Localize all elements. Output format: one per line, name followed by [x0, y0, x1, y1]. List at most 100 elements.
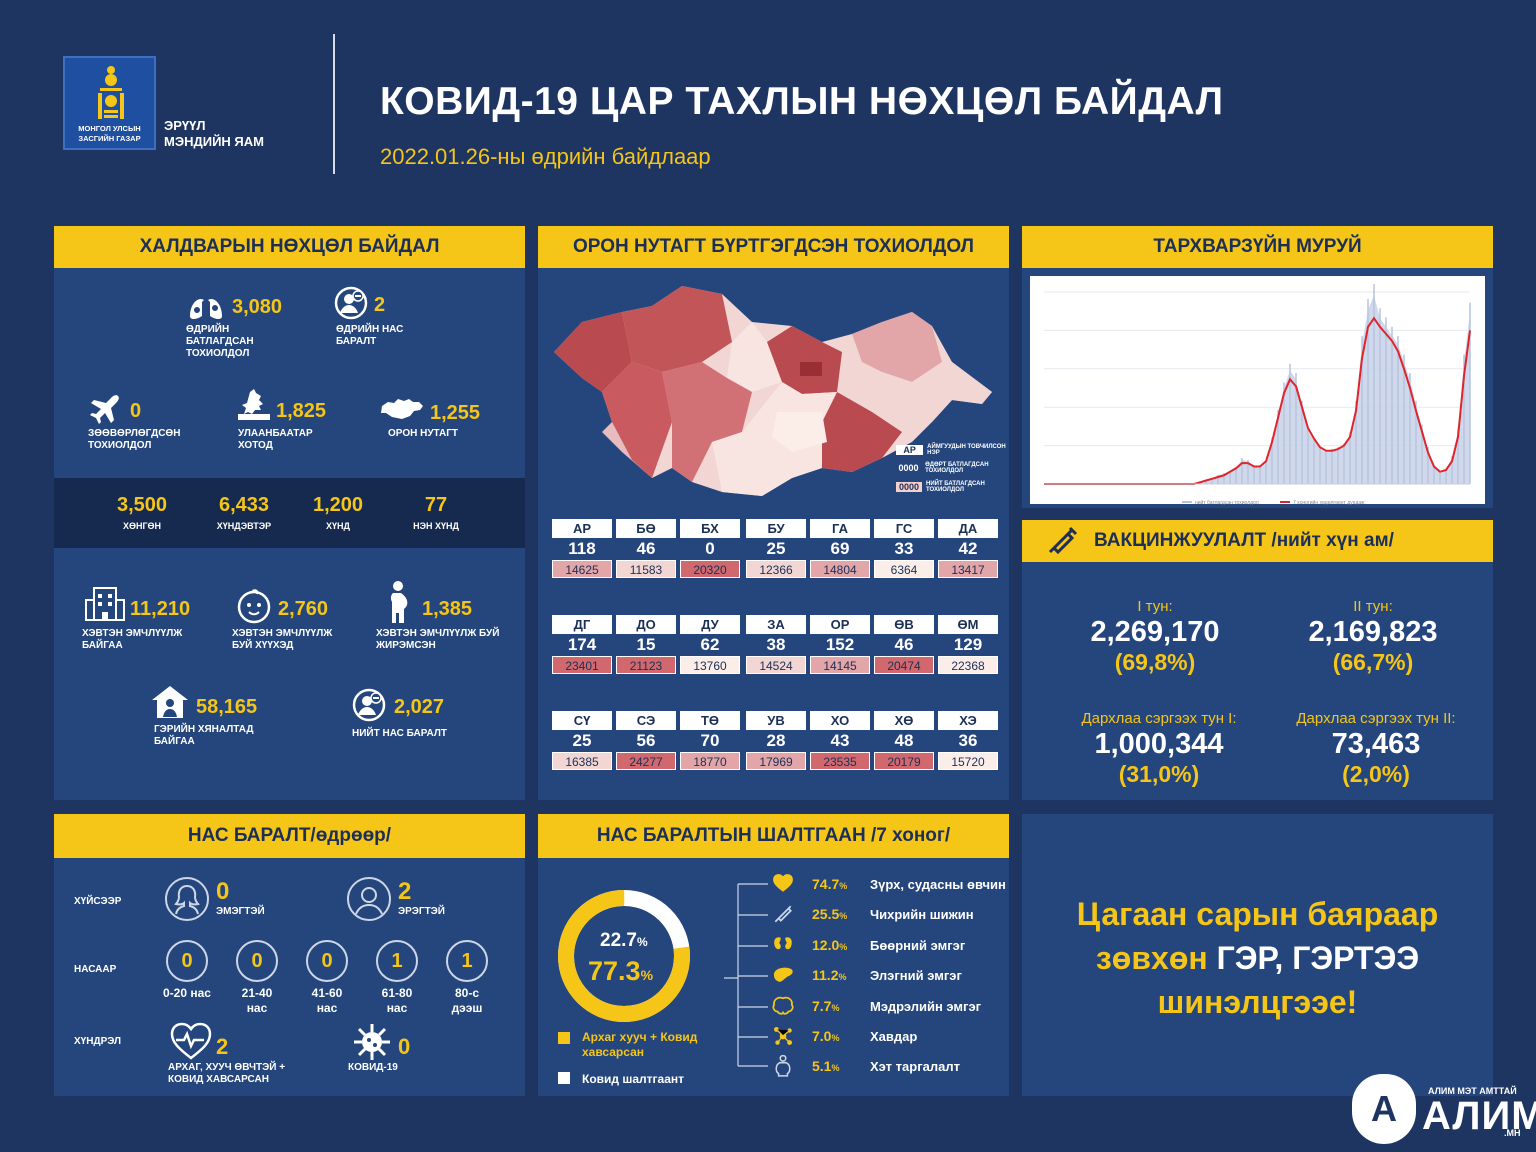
severity-critical: 77 нэн хүнд	[413, 494, 459, 531]
region-code: ГС	[874, 519, 934, 538]
region-cell: ДГ 174 23401	[552, 615, 612, 674]
region-total: 23535	[810, 752, 870, 770]
booster2-block: Дархлаа сэргээх тун II: 73,463 (2,0%)	[1296, 710, 1456, 787]
hospitalized-value: 11,210	[130, 598, 191, 620]
region-code: БХ	[680, 519, 740, 538]
region-cell: ЗА 38 14524	[746, 615, 806, 674]
age-group-label: 80-с дээш	[451, 986, 483, 1015]
region-code: ХӨ	[874, 711, 934, 730]
heart-pulse-icon	[170, 1022, 212, 1060]
region-cell: ХЭ 36 15720	[938, 711, 998, 770]
house-person-icon	[152, 686, 188, 718]
vaccine-panel-title: ВАКЦИНЖУУЛАЛТ /нийт хүн ам/	[1022, 520, 1493, 562]
hospitalized-label: ХЭВТЭН ЭМЧЛҮҮЛЖ БАЙГАА	[82, 628, 183, 651]
donut-covid-label: 22.7%	[600, 930, 648, 951]
cause-pct: 5.1%	[812, 1058, 840, 1074]
ulaanbaatar-label: УЛААНБААТАР ХОТОД	[238, 428, 313, 451]
airplane-icon	[90, 395, 119, 424]
heart-icon	[773, 874, 793, 892]
alim-brand: АЛИМ	[1422, 1094, 1536, 1138]
causes-panel	[538, 814, 1009, 1096]
region-cell: ГА 69 14804	[810, 519, 870, 578]
government-logo: МОНГОЛ УЛСЫН ЗАСГИЙН ГАЗАР	[63, 56, 156, 150]
local-label: ОРОН НУТАГТ	[388, 428, 459, 439]
cause-item: 25.5% Чихрийн шижин	[770, 902, 974, 926]
region-cell: ӨВ 46 20474	[874, 615, 934, 674]
virus-icon	[354, 1024, 390, 1060]
legend-daily-cases-label: нийт батлагдсан тохиолдол	[1195, 499, 1259, 506]
region-total: 14145	[810, 656, 870, 674]
region-daily: 129	[953, 635, 983, 654]
severity-mild: 3,500 хөнгөн	[116, 494, 168, 531]
region-total: 6364	[874, 560, 934, 578]
imported-label: ЗӨӨВӨРЛӨГДСӨН ТОХИОЛДОЛ	[88, 428, 181, 451]
cause-name: Зүрх, судасны өвчин	[870, 876, 1006, 892]
pregnant-label: ХЭВТЭН ЭМЧЛҮҮЛЖ БУЙ ЖИРЭМСЭН	[376, 628, 500, 651]
region-total: 12366	[746, 560, 806, 578]
region-code: ХО	[810, 711, 870, 730]
region-code: СЭ	[616, 711, 676, 730]
brain-icon	[772, 996, 794, 1015]
region-code: АР	[552, 519, 612, 538]
daily-deaths-value: 2	[374, 294, 386, 316]
region-total: 14625	[552, 560, 612, 578]
region-code: ТӨ	[680, 711, 740, 730]
children-value: 2,760	[278, 598, 329, 620]
male-icon	[347, 877, 391, 921]
cause-item: 5.1% Хэт таргалалт	[770, 1054, 960, 1078]
age-group-value: 0	[236, 940, 278, 982]
region-code: ДГ	[552, 615, 612, 634]
age-group-label: 61-80 нас	[381, 986, 413, 1015]
age-group-label: 41-60 нас	[311, 986, 343, 1015]
regions-panel-title: ОРОН НУТАГТ БҮРТГЭГДСЭН ТОХИОЛДОЛ	[538, 226, 1009, 268]
region-daily: 33	[894, 539, 914, 558]
donut-chronic-label: 77.3%	[588, 956, 654, 986]
region-daily: 174	[567, 635, 597, 654]
total-deaths-label: НИЙТ НАС БАРАЛТ	[352, 728, 447, 739]
map-legend: АР АЙМГУУДЫН ТОВЧИЛСОН НЭР 0000 ӨДӨРТ БАТЛ…	[896, 442, 1006, 496]
age-group-value: 0	[306, 940, 348, 982]
cause-pct: 11.2%	[812, 967, 847, 983]
legend-chronic-swatch	[558, 1032, 570, 1044]
region-cell: ӨМ 129 22368	[938, 615, 998, 674]
region-total: 14804	[810, 560, 870, 578]
region-code: СҮ	[552, 711, 612, 730]
region-daily: 70	[700, 731, 720, 750]
infection-panel-title: ХАЛДВАРЫН НӨХЦӨЛ БАЙДАЛ	[54, 226, 525, 268]
cause-pct: 7.0%	[812, 1028, 840, 1044]
causes-panel-title: НАС БАРАЛТЫН ШАЛТГААН /7 хоног/	[538, 814, 1009, 858]
covid-value: 0	[398, 1034, 411, 1059]
cause-name: Чихрийн шижин	[870, 906, 974, 922]
local-value: 1,255	[430, 402, 481, 424]
region-cell: ГС 33 6364	[874, 519, 934, 578]
region-code: ӨВ	[874, 615, 934, 634]
page-title: КОВИД-19 ЦАР ТАХЛЫН НӨХЦӨЛ БАЙДАЛ	[380, 80, 1224, 123]
cause-pct: 7.7%	[812, 998, 840, 1014]
region-total: 18770	[680, 752, 740, 770]
liver-icon	[773, 967, 793, 982]
female-icon	[165, 877, 209, 921]
region-total: 17969	[746, 752, 806, 770]
ministry-name: ЭРҮҮЛ МЭНДИЙН ЯАМ	[164, 118, 264, 149]
cancer-cells-icon	[773, 1026, 793, 1046]
pregnant-icon	[390, 581, 408, 623]
complication-row-label: ХҮНДРЭЛ	[74, 1036, 121, 1047]
male-label: ЭРЭГТЭЙ	[398, 906, 445, 917]
age-group-value: 1	[446, 940, 488, 982]
alim-domain: .МН	[1504, 1128, 1521, 1138]
severity-moderate: 6,433 хүндэвтэр	[216, 494, 272, 531]
series-daily-cases-area	[1044, 295, 1470, 484]
region-total: 20179	[874, 752, 934, 770]
region-total: 16385	[552, 752, 612, 770]
region-cell: СҮ 25 16385	[552, 711, 612, 770]
region-daily: 42	[958, 539, 978, 558]
region-code: ДА	[938, 519, 998, 538]
alim-logo: А	[1352, 1074, 1416, 1144]
age-group-value: 1	[376, 940, 418, 982]
ulaanbaatar-value: 1,825	[276, 400, 327, 422]
cause-item: 7.7% Мэдрэлийн эмгэг	[770, 994, 981, 1018]
region-daily: 48	[894, 731, 914, 750]
header-divider	[333, 34, 335, 174]
chart-panel-title: ТАРХВАРЗҮЙН МУРУЙ	[1022, 226, 1493, 268]
hospital-icon	[85, 587, 125, 621]
